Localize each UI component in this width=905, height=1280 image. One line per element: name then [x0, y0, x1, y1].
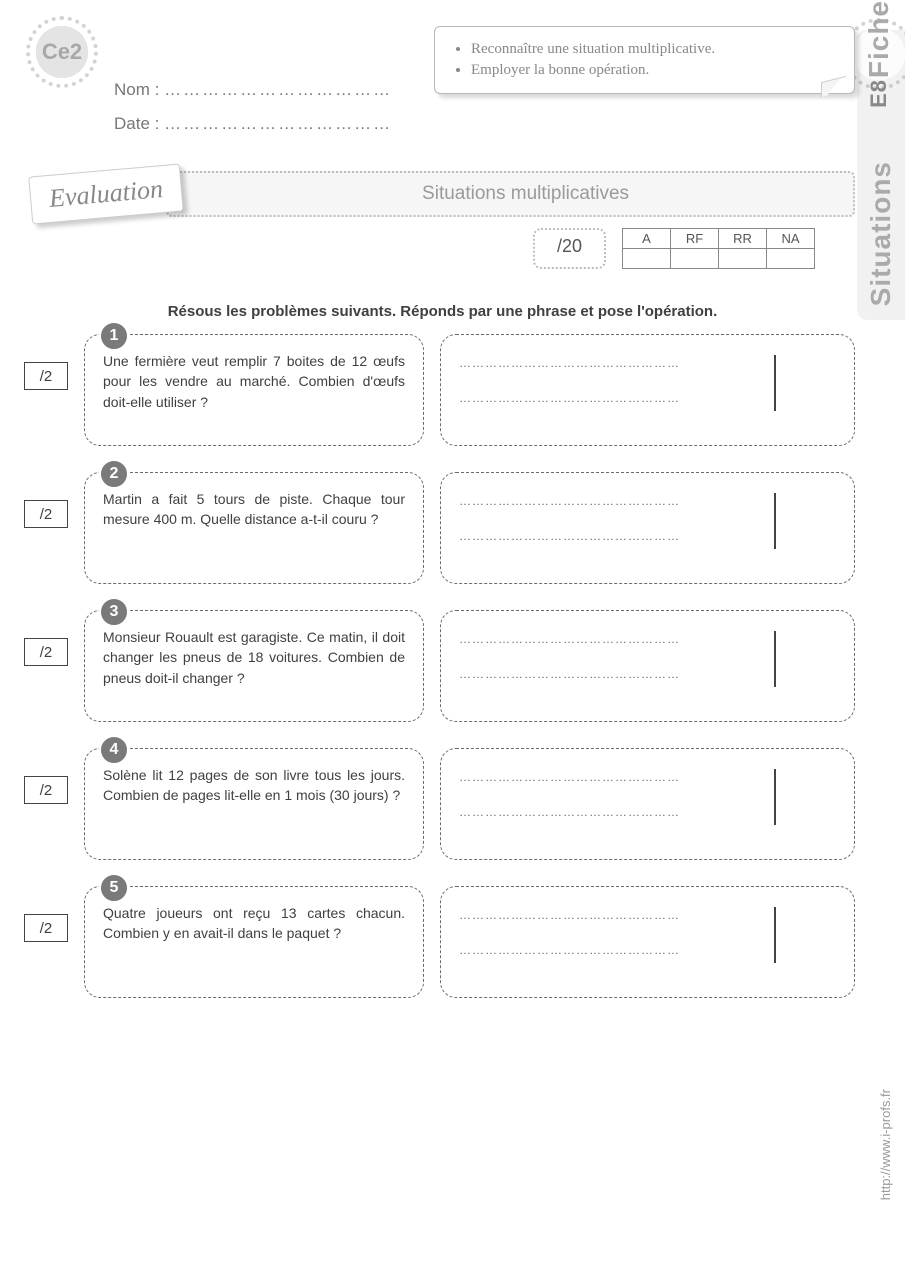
question-number: 5 — [99, 873, 129, 903]
side-tab: Fiche E8 Situations — [857, 30, 905, 320]
operation-divider — [774, 355, 776, 411]
learning-objectives-box: Reconnaître une situation multiplicative… — [434, 26, 855, 94]
question-box: 2 Martin a fait 5 tours de piste. Chaque… — [84, 472, 424, 584]
answer-line[interactable]: …………………………………………… — [459, 355, 760, 372]
answer-line[interactable]: …………………………………………… — [459, 390, 760, 407]
question-box: 3 Monsieur Rouault est garagiste. Ce mat… — [84, 610, 424, 722]
problem-row: /2 3 Monsieur Rouault est garagiste. Ce … — [30, 610, 855, 722]
answer-line[interactable]: …………………………………………… — [459, 804, 760, 821]
fiche-label: Fiche — [865, 0, 893, 78]
answer-box[interactable]: …………………………………………… …………………………………………… — [440, 472, 855, 584]
answer-line[interactable]: …………………………………………… — [459, 769, 760, 786]
question-text: Quatre joueurs ont reçu 13 cartes chacun… — [103, 903, 405, 944]
answer-line[interactable]: …………………………………………… — [459, 942, 760, 959]
answer-line[interactable]: …………………………………………… — [459, 493, 760, 510]
question-text: Solène lit 12 pages de son livre tous le… — [103, 765, 405, 806]
name-label: Nom : — [114, 80, 159, 99]
objective-2: Employer la bonne opération. — [471, 62, 836, 79]
answer-box[interactable]: …………………………………………… …………………………………………… — [440, 610, 855, 722]
footer-url: http://www.i-profs.fr — [878, 1089, 893, 1200]
question-number: 2 — [99, 459, 129, 489]
answer-line[interactable]: …………………………………………… — [459, 666, 760, 683]
name-date-block: Nom : ……………………………… Date : ……………………………… — [114, 20, 414, 148]
answer-box[interactable]: …………………………………………… …………………………………………… — [440, 334, 855, 446]
points-box: /2 — [24, 776, 68, 804]
answer-box[interactable]: …………………………………………… …………………………………………… — [440, 886, 855, 998]
operation-divider — [774, 631, 776, 687]
operation-divider — [774, 769, 776, 825]
operation-divider — [774, 493, 776, 549]
fiche-code: E8 — [868, 79, 890, 108]
points-box: /2 — [24, 500, 68, 528]
operation-divider — [774, 907, 776, 963]
grade-rubric-table: A RF RR NA — [622, 228, 815, 269]
question-text: Une fermière veut remplir 7 boites de 12… — [103, 351, 405, 412]
question-text: Monsieur Rouault est garagiste. Ce matin… — [103, 627, 405, 688]
problem-row: /2 5 Quatre joueurs ont reçu 13 cartes c… — [30, 886, 855, 998]
answer-box[interactable]: …………………………………………… …………………………………………… — [440, 748, 855, 860]
grade-badge: Ce2 — [30, 20, 94, 84]
problem-row: /2 2 Martin a fait 5 tours de piste. Cha… — [30, 472, 855, 584]
problem-row: /2 4 Solène lit 12 pages de son livre to… — [30, 748, 855, 860]
question-number: 4 — [99, 735, 129, 765]
problem-row: /2 1 Une fermière veut remplir 7 boites … — [30, 334, 855, 446]
answer-line[interactable]: …………………………………………… — [459, 907, 760, 924]
date-label: Date : — [114, 114, 159, 133]
question-number: 3 — [99, 597, 129, 627]
evaluation-card: Evaluation — [28, 163, 184, 224]
worksheet-title: Situations multiplicatives — [166, 171, 855, 217]
answer-line[interactable]: …………………………………………… — [459, 631, 760, 648]
objective-1: Reconnaître une situation multiplicative… — [471, 41, 836, 58]
name-field[interactable]: ……………………………… — [164, 80, 392, 99]
question-text: Martin a fait 5 tours de piste. Chaque t… — [103, 489, 405, 530]
question-box: 5 Quatre joueurs ont reçu 13 cartes chac… — [84, 886, 424, 998]
fiche-badge: Fiche E8 — [847, 22, 905, 86]
total-score-box: /20 — [533, 228, 606, 269]
side-tab-label: Situations — [865, 161, 897, 306]
question-box: 4 Solène lit 12 pages de son livre tous … — [84, 748, 424, 860]
points-box: /2 — [24, 638, 68, 666]
answer-line[interactable]: …………………………………………… — [459, 528, 760, 545]
points-box: /2 — [24, 914, 68, 942]
date-field[interactable]: ……………………………… — [164, 114, 392, 133]
question-number: 1 — [99, 321, 129, 351]
question-box: 1 Une fermière veut remplir 7 boites de … — [84, 334, 424, 446]
points-box: /2 — [24, 362, 68, 390]
instruction-text: Résous les problèmes suivants. Réponds p… — [30, 303, 855, 320]
